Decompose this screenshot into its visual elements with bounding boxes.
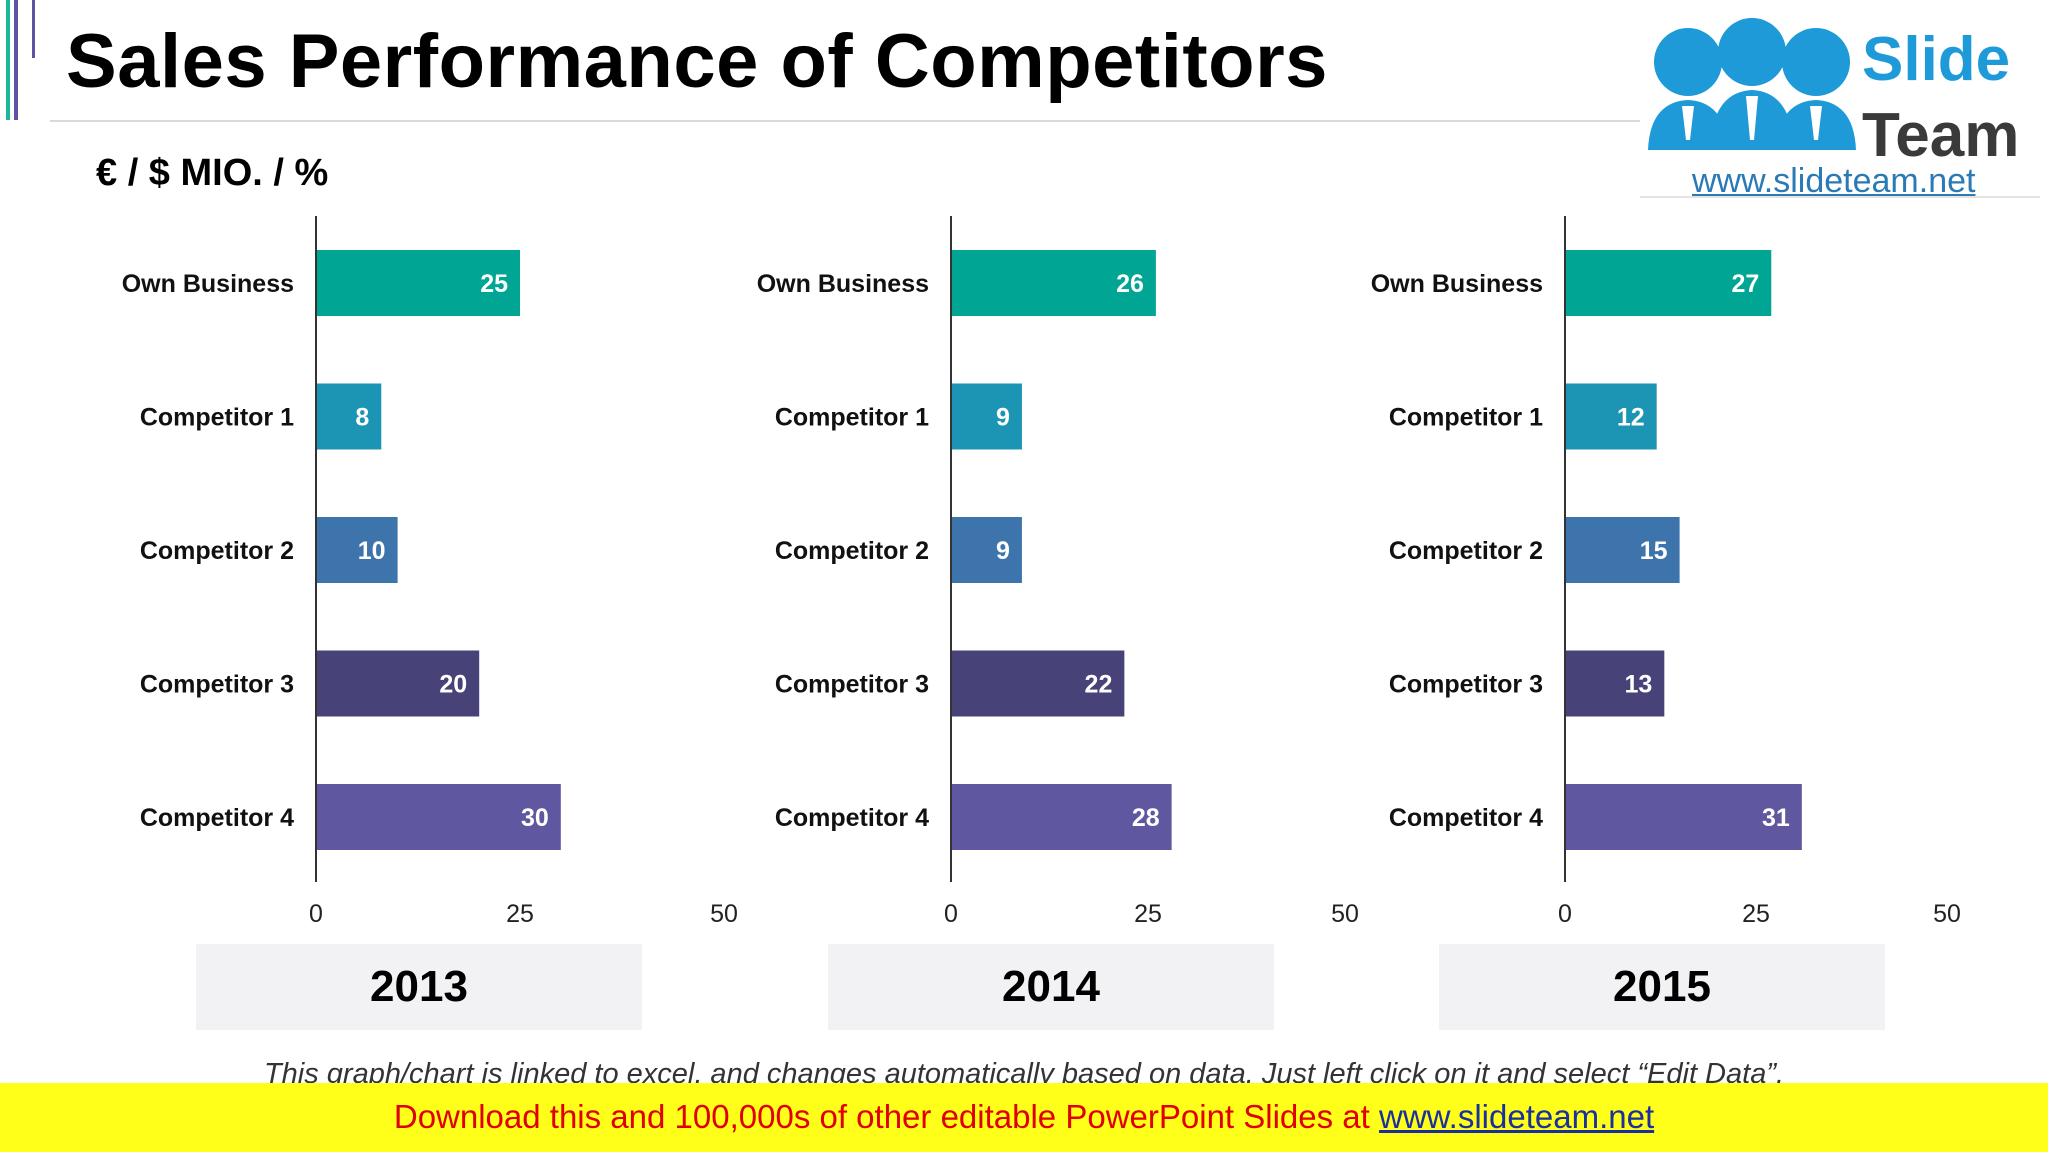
category-label: Competitor 4	[775, 804, 929, 832]
bar-own-business	[1565, 250, 1772, 316]
bar-own-business	[951, 250, 1156, 316]
chart-2013: Own Business 25 Competitor 1 8 Competitor 2 1…	[122, 216, 738, 928]
x-tick-label: 25	[1134, 900, 1162, 928]
year-label-2013: 2013	[196, 944, 642, 1030]
category-label: Competitor 4	[140, 804, 294, 832]
bar-own-business	[316, 250, 520, 316]
download-banner: Download this and 100,000s of other edit…	[0, 1083, 2048, 1152]
slideteam-logo: Slide Team www.slideteam.net	[1640, 10, 2040, 200]
category-label: Own Business	[757, 270, 929, 298]
category-label: Own Business	[1371, 270, 1543, 298]
bar-competitor-1	[316, 383, 382, 450]
x-tick-label: 25	[1742, 900, 1770, 928]
accent-bar-green	[6, 0, 10, 120]
x-tick-label: 0	[309, 900, 323, 928]
data-label: 27	[1731, 270, 1759, 298]
bar-competitor-1	[951, 383, 1022, 450]
bar-competitor-4	[316, 784, 561, 850]
bar-competitor-3	[1565, 650, 1665, 717]
category-label: Competitor 1	[1389, 404, 1543, 432]
bar-competitor-4	[951, 784, 1172, 850]
data-label: 22	[1085, 671, 1113, 699]
units-label: € / $ MIO. / %	[96, 152, 329, 194]
bar-competitor-1	[1565, 383, 1657, 450]
x-tick-label: 0	[1558, 900, 1572, 928]
category-label: Competitor 2	[140, 537, 294, 565]
x-tick-label: 25	[506, 900, 534, 928]
bar-competitor-2	[1565, 517, 1680, 583]
bar-charts: Own Business 25 Competitor 1 8 Competitor 2 1…	[122, 216, 1961, 928]
page-title: Sales Performance of Competitors	[66, 19, 1328, 104]
bar-competitor-3	[316, 650, 480, 717]
data-label: 28	[1132, 804, 1160, 832]
logo-url-link[interactable]: www.slideteam.net	[1692, 162, 1976, 200]
data-label: 26	[1116, 270, 1144, 298]
data-label: 12	[1617, 404, 1645, 432]
x-tick-label: 0	[944, 900, 958, 928]
category-label: Competitor 3	[775, 671, 929, 699]
chart-2015: Own Business 27 Competitor 1 12 Competitor 2…	[1371, 216, 1961, 928]
logo-word-team: Team	[1862, 101, 2020, 170]
banner-url-link[interactable]: www.slideteam.net	[1379, 1098, 1655, 1135]
data-label: 25	[480, 270, 508, 298]
category-label: Competitor 1	[140, 404, 294, 432]
year-label-2015: 2015	[1439, 944, 1885, 1030]
accent-bar-short	[32, 0, 35, 58]
data-label: 9	[996, 537, 1010, 565]
banner-text: Download this and 100,000s of other edit…	[393, 1098, 1379, 1135]
people-logo-icon	[1648, 18, 1856, 150]
data-label: 13	[1625, 671, 1653, 699]
data-label: 9	[996, 404, 1010, 432]
x-tick-label: 50	[1933, 900, 1961, 928]
data-label: 15	[1640, 537, 1668, 565]
chart-2014: Own Business 26 Competitor 1 9 Competitor 2 9…	[757, 216, 1359, 928]
data-label: 30	[521, 804, 549, 832]
title-divider	[50, 120, 1640, 122]
accent-bar-purple	[14, 0, 18, 120]
category-label: Competitor 4	[1389, 804, 1543, 832]
data-label: 8	[355, 404, 369, 432]
category-label: Competitor 2	[1389, 537, 1543, 565]
x-tick-label: 50	[710, 900, 738, 928]
bar-competitor-4	[1565, 784, 1802, 850]
x-tick-label: 50	[1331, 900, 1359, 928]
category-label: Competitor 1	[775, 404, 929, 432]
category-label: Competitor 3	[1389, 671, 1543, 699]
logo-divider	[1640, 196, 2040, 198]
category-label: Competitor 3	[140, 671, 294, 699]
logo-word-slide: Slide	[1862, 25, 2011, 94]
bar-competitor-3	[951, 650, 1125, 717]
category-label: Competitor 2	[775, 537, 929, 565]
bar-competitor-2	[951, 517, 1022, 583]
bar-competitor-2	[316, 517, 398, 583]
data-label: 20	[439, 671, 467, 699]
year-label-2014: 2014	[828, 944, 1274, 1030]
data-label: 10	[358, 537, 386, 565]
data-label: 31	[1762, 804, 1790, 832]
category-label: Own Business	[122, 270, 294, 298]
